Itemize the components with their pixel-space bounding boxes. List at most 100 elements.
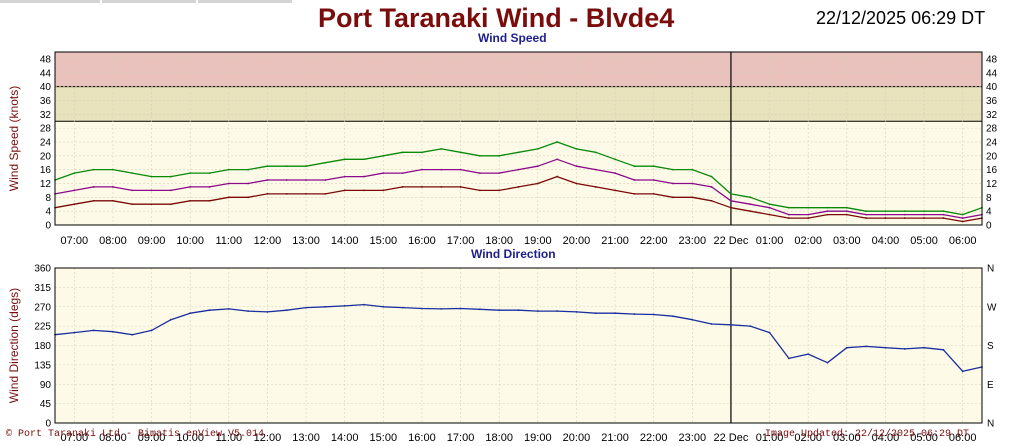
series-point-0 <box>575 311 578 313</box>
x-tick-label: 21:00 <box>601 432 629 444</box>
tab-3[interactable] <box>198 0 292 3</box>
y2-tick-label: 28 <box>986 124 998 135</box>
series-point-2 <box>710 199 713 202</box>
series-point-2 <box>807 217 810 219</box>
series-point-0 <box>691 168 694 171</box>
series-point-1 <box>421 168 423 171</box>
x-tick-label: 08:00 <box>99 432 127 444</box>
x-tick-label: 04:00 <box>872 235 900 247</box>
compass-tick-label: S <box>987 341 994 352</box>
series-point-2 <box>324 192 327 195</box>
series-point-0 <box>131 172 134 175</box>
x-tick-label: 12:00 <box>254 235 282 247</box>
series-point-0 <box>730 323 732 326</box>
series-point-1 <box>710 186 713 188</box>
series-point-2 <box>112 199 114 202</box>
series-point-1 <box>884 213 887 216</box>
series-point-0 <box>787 357 790 360</box>
series-point-0 <box>710 175 713 178</box>
y-tick-label: 24 <box>40 137 52 148</box>
series-point-2 <box>305 192 307 195</box>
series-point-1 <box>382 172 385 175</box>
x-tick-label: 09:00 <box>138 432 166 444</box>
series-point-0 <box>826 361 829 364</box>
series-point-0 <box>614 158 616 161</box>
compass-tick-label: N <box>987 419 994 430</box>
series-point-1 <box>536 165 539 168</box>
series-point-1 <box>498 172 501 175</box>
series-point-2 <box>285 192 288 195</box>
series-point-0 <box>189 312 192 315</box>
series-point-1 <box>112 186 114 188</box>
series-point-1 <box>614 172 616 175</box>
threshold-band-0 <box>55 86 982 122</box>
series-point-0 <box>942 348 945 351</box>
series-point-2 <box>961 220 964 223</box>
x-tick-label: 01:00 <box>756 432 784 444</box>
x-tick-label: 16:00 <box>408 235 436 247</box>
y2-tick-label: 48 <box>986 54 998 65</box>
series-point-0 <box>594 312 597 315</box>
y-tick-label: 0 <box>45 419 51 430</box>
series-point-2 <box>903 217 906 219</box>
x-tick-label: 11:00 <box>215 432 242 444</box>
series-point-0 <box>73 172 76 175</box>
series-point-2 <box>440 186 443 188</box>
series-point-0 <box>285 309 288 312</box>
series-point-1 <box>150 189 153 192</box>
page-title: Port Taranaki Wind - Blvde4 <box>318 3 675 33</box>
x-tick-label: 07:00 <box>61 235 89 247</box>
series-point-0 <box>401 306 404 309</box>
series-point-0 <box>710 323 713 325</box>
series-point-0 <box>845 346 848 349</box>
series-point-2 <box>247 196 250 199</box>
series-point-0 <box>150 175 153 178</box>
series-point-2 <box>92 199 95 202</box>
series-point-2 <box>942 217 945 219</box>
series-point-0 <box>343 304 346 307</box>
series-point-0 <box>459 307 462 310</box>
wind-speed-title: Wind Speed <box>478 31 547 45</box>
series-point-0 <box>459 151 462 154</box>
series-point-1 <box>208 186 211 188</box>
series-point-0 <box>73 331 76 334</box>
x-tick-label: 03:00 <box>833 432 861 444</box>
series-point-2 <box>343 189 346 192</box>
series-point-2 <box>652 192 655 195</box>
series-point-0 <box>614 312 616 315</box>
series-point-0 <box>440 147 443 150</box>
x-tick-label: 15:00 <box>370 432 398 444</box>
x-tick-label: 18:00 <box>485 432 513 444</box>
series-point-0 <box>730 192 732 195</box>
y-tick-label: 44 <box>40 68 52 79</box>
series-point-0 <box>961 213 964 216</box>
y2-tick-label: 44 <box>986 68 998 79</box>
x-tick-label: 12:00 <box>254 432 282 444</box>
y2-tick-label: 16 <box>986 165 998 176</box>
tab-1[interactable] <box>0 0 100 3</box>
series-point-1 <box>594 168 597 171</box>
threshold-band-1 <box>55 52 982 87</box>
y2-tick-label: 40 <box>986 82 998 93</box>
tab-2[interactable] <box>102 0 196 3</box>
series-point-1 <box>285 179 288 181</box>
x-tick-label: 14:00 <box>331 432 359 444</box>
y2-tick-label: 12 <box>986 179 998 190</box>
series-point-1 <box>440 168 443 171</box>
series-point-0 <box>363 158 365 161</box>
image-updated-footer: Image Updated: 22/12/2025 06:29 DT <box>765 429 970 440</box>
y-tick-label: 20 <box>40 151 52 162</box>
wind-direction-title: Wind Direction <box>471 247 556 261</box>
series-point-0 <box>478 308 481 311</box>
series-point-0 <box>169 318 172 321</box>
x-tick-label: 19:00 <box>524 235 552 247</box>
plot-area-1 <box>55 268 982 423</box>
series-point-0 <box>131 333 134 336</box>
y-tick-label: 360 <box>34 264 51 275</box>
x-tick-label: 21:00 <box>601 235 629 247</box>
series-point-1 <box>459 168 462 171</box>
series-point-2 <box>208 199 211 202</box>
series-point-0 <box>903 210 906 213</box>
x-tick-label: 10:00 <box>176 235 204 247</box>
x-tick-label: 16:00 <box>408 432 436 444</box>
